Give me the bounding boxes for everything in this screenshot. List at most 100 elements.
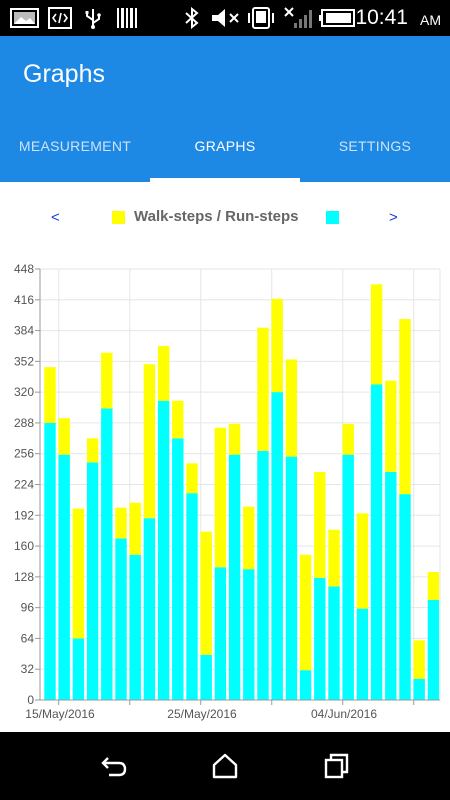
- photo-icon: [10, 8, 39, 28]
- app-bar: Graphs MEASUREMENT GRAPHS SETTINGS: [0, 36, 450, 182]
- walk-steps-bar: [299, 554, 312, 671]
- chart-bars: [44, 284, 440, 700]
- run-steps-bar: [101, 408, 113, 700]
- run-steps-bar: [385, 471, 397, 700]
- tab-indicator: [150, 178, 300, 182]
- page-title: Graphs: [23, 60, 105, 88]
- run-steps-bar: [243, 569, 255, 700]
- x-tick-label: 04/Jun/2016: [311, 707, 377, 721]
- tab-settings[interactable]: SETTINGS: [338, 138, 412, 154]
- run-steps-bar: [427, 599, 440, 700]
- run-steps-bar: [314, 577, 326, 700]
- y-tick-label: 256: [14, 447, 34, 461]
- prev-period-button[interactable]: <: [51, 209, 60, 226]
- walk-steps-bar: [186, 463, 198, 494]
- walk-steps-bar: [271, 298, 283, 393]
- run-steps-bar: [413, 678, 425, 700]
- y-tick-label: 0: [27, 693, 34, 707]
- walk-steps-bar: [58, 418, 70, 455]
- run-steps-bar: [72, 638, 85, 700]
- bluetooth-icon: [185, 7, 199, 29]
- graph-panel: < Walk-steps / Run-steps > 0 32 64 96 128 160…: [0, 182, 450, 732]
- run-steps-bar: [342, 454, 354, 700]
- run-steps-bar: [228, 454, 241, 700]
- chart-axes: 0 32 64 96 128 160 192 224 256 288 320 352 384 416 448…: [14, 262, 440, 721]
- x-tick-label: 15/May/2016: [25, 707, 95, 721]
- code-icon: [48, 7, 72, 29]
- run-steps-bar: [257, 450, 269, 700]
- walk-steps-bar: [86, 438, 99, 463]
- run-steps-bar: [285, 456, 298, 700]
- run-steps-bar: [86, 462, 99, 700]
- walk-steps-bar: [328, 529, 340, 587]
- run-steps-bar: [44, 422, 56, 700]
- barcode-icon: [117, 8, 137, 28]
- run-steps-bar: [356, 608, 369, 700]
- legend-label: Walk-steps / Run-steps: [134, 208, 299, 225]
- walk-steps-bar: [200, 531, 212, 655]
- walk-steps-bar: [243, 506, 255, 570]
- back-icon[interactable]: [99, 752, 129, 780]
- walk-steps-bar: [342, 423, 354, 455]
- run-steps-bar: [115, 538, 127, 700]
- y-tick-label: 224: [14, 478, 34, 492]
- tab-measurement[interactable]: MEASUREMENT: [18, 138, 132, 154]
- run-steps-bar: [200, 654, 212, 700]
- walk-steps-bar: [115, 507, 127, 539]
- run-steps-bar: [143, 518, 156, 700]
- run-steps-bar: [157, 400, 170, 700]
- next-period-button[interactable]: >: [389, 209, 398, 226]
- y-tick-label: 448: [14, 262, 34, 276]
- usb-icon: [85, 9, 101, 29]
- walk-steps-bar: [143, 364, 156, 519]
- walk-steps-bar: [413, 640, 425, 679]
- walk-steps-bar: [257, 327, 269, 451]
- battery-icon: [319, 9, 355, 27]
- run-legend-swatch: [326, 211, 339, 224]
- y-tick-label: 32: [21, 662, 35, 676]
- walk-steps-bar: [356, 513, 369, 609]
- walk-steps-bar: [427, 572, 440, 600]
- y-tick-label: 416: [14, 293, 34, 307]
- run-steps-bar: [370, 384, 383, 700]
- status-ampm: AM: [420, 12, 441, 28]
- walk-steps-bar: [228, 423, 241, 455]
- run-steps-bar: [399, 494, 411, 700]
- mute-icon: [212, 9, 239, 27]
- y-tick-label: 352: [14, 354, 34, 368]
- walk-steps-bar: [370, 284, 383, 385]
- y-tick-label: 160: [14, 539, 34, 553]
- status-time: 10:41: [355, 6, 408, 29]
- walk-steps-bar: [172, 400, 184, 439]
- run-steps-bar: [58, 454, 70, 700]
- y-tick-label: 320: [14, 385, 34, 399]
- home-icon[interactable]: [210, 752, 240, 780]
- walk-steps-bar: [385, 380, 397, 472]
- walk-steps-bar: [214, 427, 227, 568]
- system-nav-bar: [0, 732, 450, 800]
- walk-steps-bar: [44, 367, 56, 423]
- x-tick-label: 25/May/2016: [167, 707, 237, 721]
- run-steps-bar: [328, 586, 340, 700]
- y-tick-label: 192: [14, 508, 34, 522]
- walk-steps-bar: [129, 502, 141, 555]
- walk-steps-bar: [157, 345, 170, 401]
- walk-legend-swatch: [112, 211, 125, 224]
- run-steps-bar: [299, 670, 312, 700]
- status-bar: 10:41 AM: [0, 0, 450, 36]
- y-tick-label: 96: [21, 601, 35, 615]
- recent-apps-icon[interactable]: [322, 752, 352, 780]
- run-steps-bar: [172, 438, 184, 700]
- y-tick-label: 128: [14, 570, 34, 584]
- run-steps-bar: [186, 493, 198, 700]
- run-steps-bar: [271, 392, 283, 700]
- vibrate-icon: [248, 7, 274, 29]
- run-steps-bar: [129, 554, 141, 700]
- y-tick-label: 288: [14, 416, 34, 430]
- walk-steps-bar: [399, 319, 411, 495]
- steps-bar-chart: 0 32 64 96 128 160 192 224 256 288 320 352 384 416 448…: [14, 262, 441, 721]
- y-tick-label: 384: [14, 324, 34, 338]
- run-steps-bar: [214, 567, 227, 700]
- no-signal-icon: [284, 7, 312, 28]
- tab-graphs[interactable]: GRAPHS: [194, 138, 256, 154]
